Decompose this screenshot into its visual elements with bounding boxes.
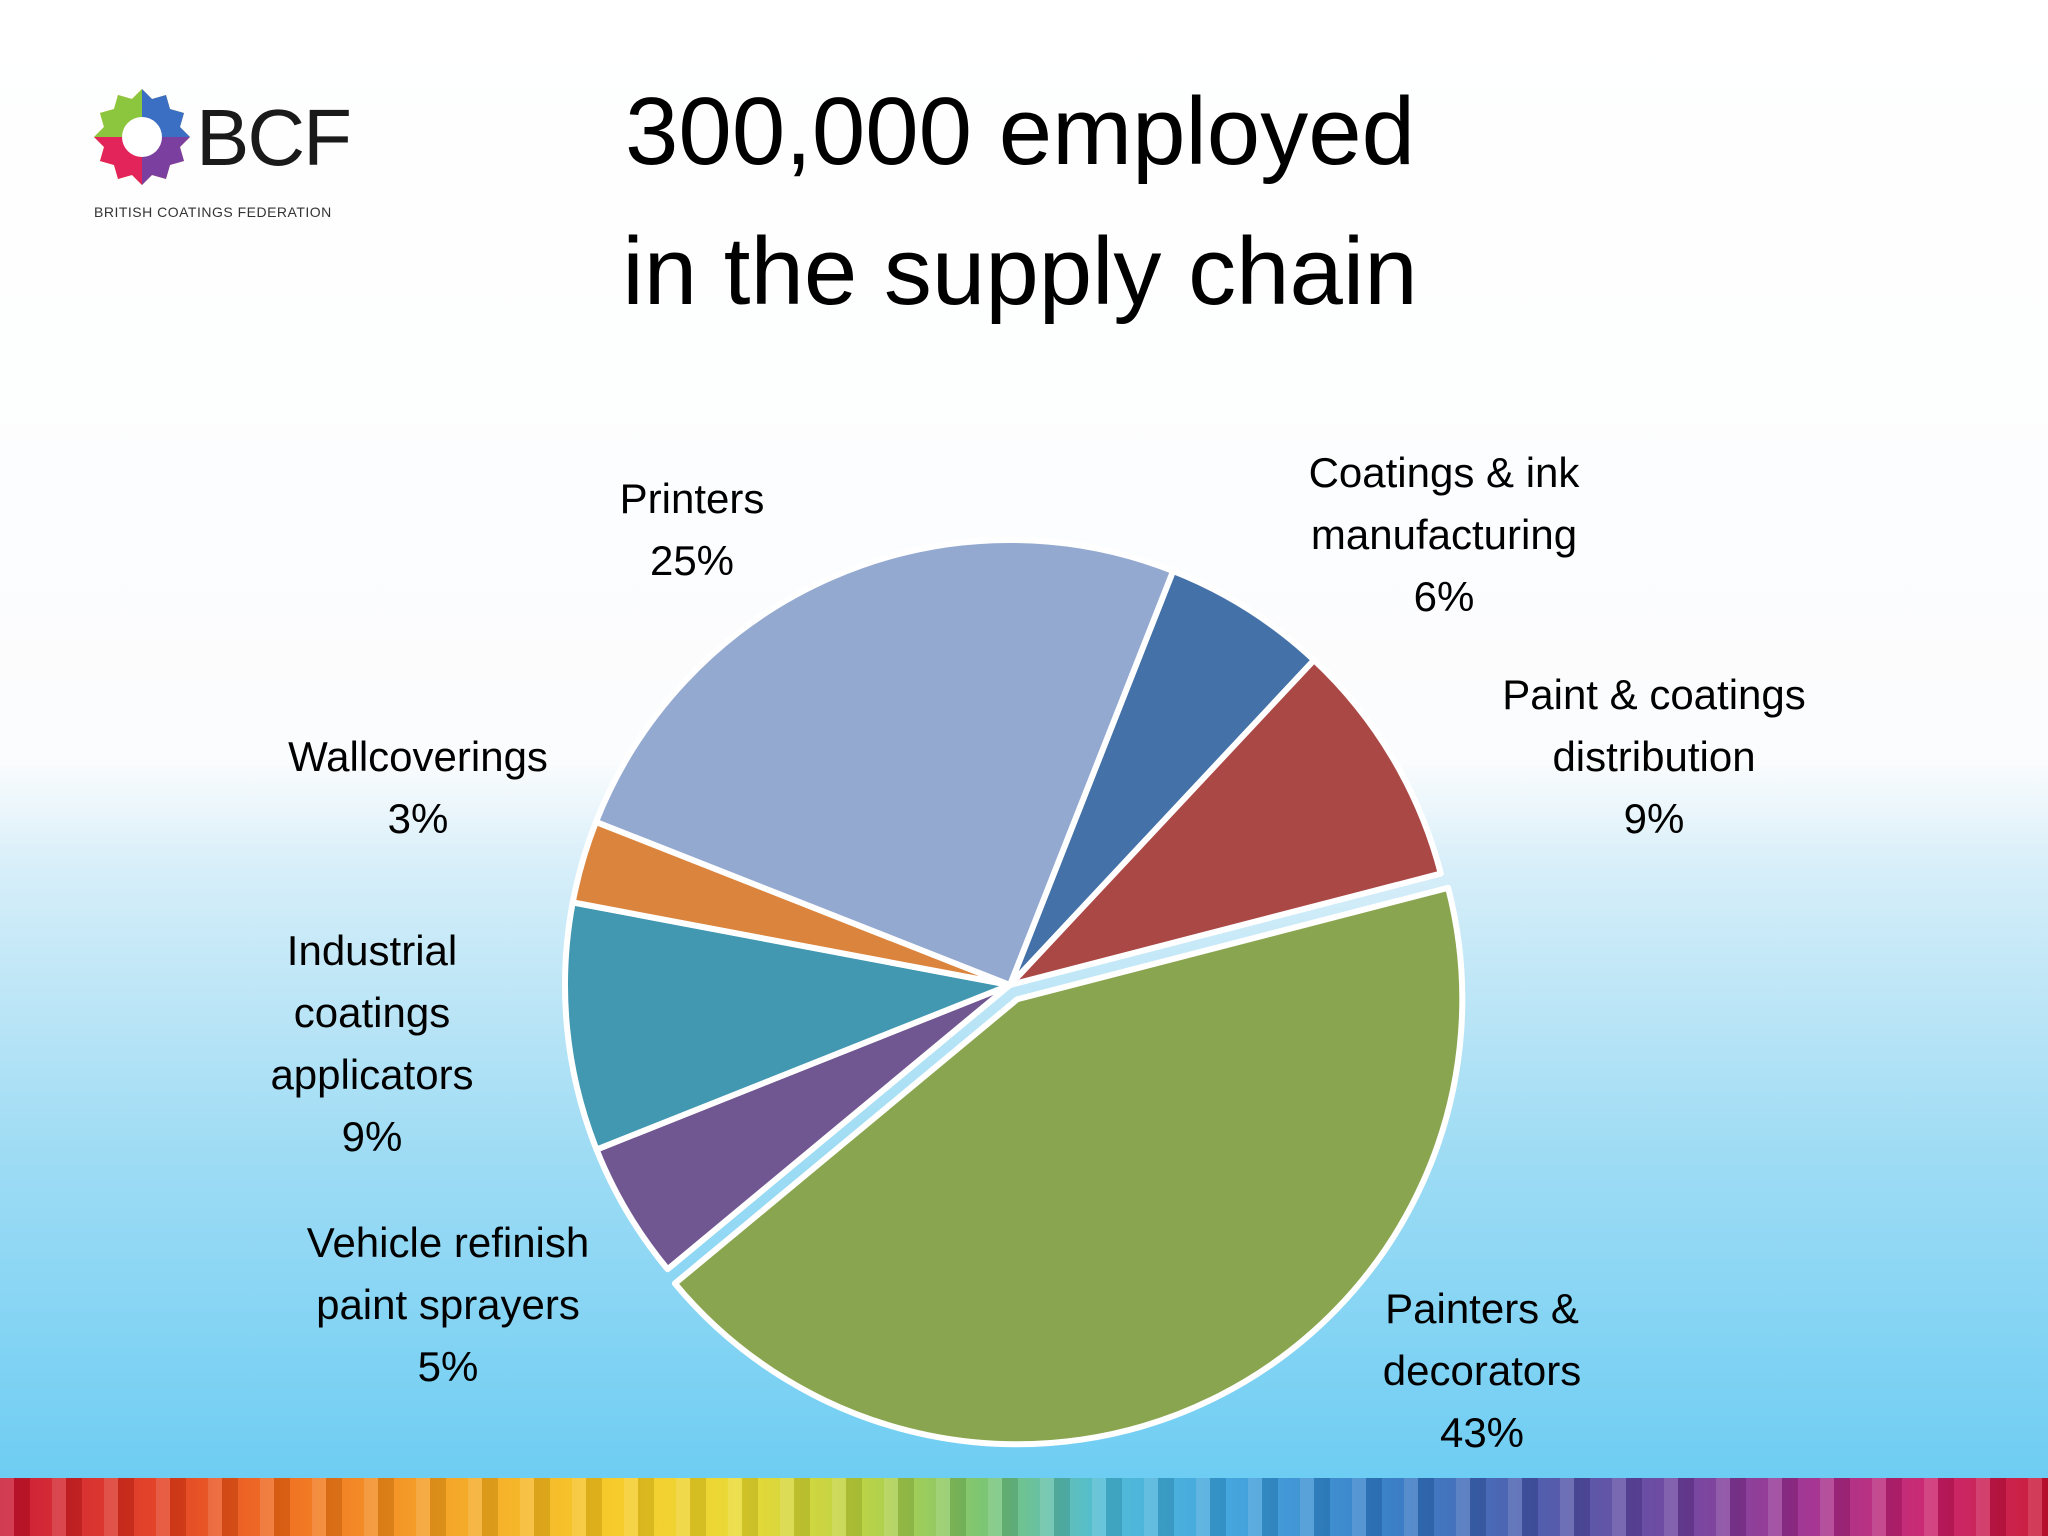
data-label-percent: 6% [1413,573,1475,620]
color-stripe-band [0,1478,2048,1536]
bcf-logo: BCF BRITISH COATINGS FEDERATION [92,82,372,232]
color-stripe-texture [0,1478,2048,1536]
data-label-text: distribution [1552,733,1756,780]
pie-slice-coatings-ink-manufacturing [1007,567,1318,988]
data-label-percent: 3% [387,795,449,842]
data-label-coatings-ink-manufacturing: Coatings & ink manufacturing 6% [1309,442,1580,628]
data-label-wallcoverings: Wallcoverings 3% [288,726,548,850]
data-label-text: applicators [270,1051,474,1098]
data-label-text: paint sprayers [316,1281,580,1328]
pie-slice-paint-coatings-distribution [1007,657,1444,988]
data-label-text: Wallcoverings [288,733,548,780]
data-label-percent: 9% [1623,795,1685,842]
data-label-percent: 5% [417,1343,479,1390]
pie-slice-painters-decorators [671,884,1466,1448]
data-label-percent: 43% [1439,1409,1525,1456]
pie-chart [565,537,1466,1448]
data-label-printers: Printers 25% [620,468,765,592]
pie-slice-printers [592,537,1177,988]
data-label-text: Paint & coatings [1502,671,1806,718]
data-label-text: decorators [1382,1347,1582,1394]
title-line-2: in the supply chain [622,218,1418,325]
data-label-percent: 9% [341,1113,403,1160]
data-label-text: Industrial [286,927,458,974]
logo-subtitle: BRITISH COATINGS FEDERATION [94,204,332,220]
data-label-painters-decorators: Painters & decorators 43% [1383,1278,1581,1464]
data-label-industrial-coatings-applicators: Industrial coatings applicators 9% [270,920,473,1168]
data-label-text: coatings [293,989,451,1036]
bcf-sunburst-icon [94,89,190,185]
data-label-text: Coatings & ink [1308,449,1580,496]
data-label-text: Printers [619,475,765,522]
data-label-text: manufacturing [1310,511,1578,558]
logo-wordmark: BCF [196,93,352,182]
data-label-text: Painters & [1385,1285,1579,1332]
page-title: 300,000 employed in the supply chain [480,62,1560,342]
data-label-text: Vehicle refinish [306,1219,590,1266]
data-label-paint-coatings-distribution: Paint & coatings distribution 9% [1502,664,1806,850]
data-label-vehicle-refinish-paint-sprayers: Vehicle refinish paint sprayers 5% [307,1212,590,1398]
data-label-percent: 25% [649,537,735,584]
title-line-1: 300,000 employed [625,78,1415,185]
